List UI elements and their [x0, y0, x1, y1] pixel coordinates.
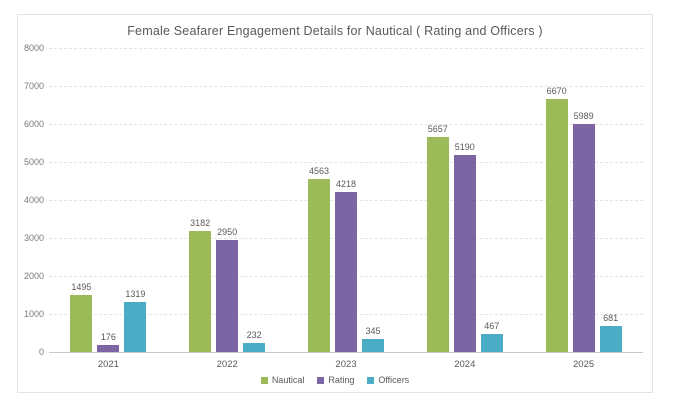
bar-column: 1319	[124, 48, 147, 352]
y-axis-tick-label: 3000	[23, 232, 44, 243]
bar-nautical-2024	[426, 137, 449, 352]
bar-value-label: 5657	[427, 124, 448, 135]
bar-rating-2024	[453, 154, 476, 352]
legend-label: Rating	[328, 375, 355, 385]
bar-rating-2023	[334, 191, 357, 352]
bar-column: 5989	[572, 48, 595, 352]
legend-swatch-icon	[367, 376, 375, 384]
bar-group-2023: 4563 4218 345	[287, 48, 406, 352]
bar-groups-container: 1495 176 1319 3182 2950 232 4563 4218 345 5657 519…	[49, 48, 643, 352]
bar-value-label: 4563	[308, 165, 329, 176]
legend-label: Nautical	[271, 375, 305, 385]
bar-nautical-2023	[307, 178, 330, 352]
bar-value-label: 5989	[573, 111, 594, 122]
bar-column: 232	[243, 48, 266, 352]
bar-column: 681	[599, 48, 622, 352]
bar-value-label: 6670	[546, 85, 567, 96]
gridline	[49, 124, 643, 125]
bar-group-2022: 3182 2950 232	[168, 48, 287, 352]
plot-area: 1495 176 1319 3182 2950 232 4563 4218 345 5657 519…	[49, 48, 643, 353]
bar-officers-2024	[480, 334, 503, 352]
y-axis-tick-label: 1000	[23, 308, 44, 319]
bar-column: 1495	[70, 48, 93, 352]
legend-item-nautical: Nautical	[260, 375, 305, 385]
bar-officers-2025	[599, 326, 622, 352]
bar-value-label: 176	[100, 332, 116, 343]
gridline	[49, 352, 643, 353]
bar-column: 467	[480, 48, 503, 352]
bar-value-label: 345	[365, 325, 381, 336]
bar-value-label: 681	[603, 313, 619, 324]
bar-column: 2950	[216, 48, 239, 352]
bar-nautical-2021	[70, 295, 93, 352]
bar-value-label: 1319	[125, 288, 146, 299]
bar-group-2025: 6670 5989 681	[524, 48, 643, 352]
bar-rating-2025	[572, 124, 595, 352]
gridline	[49, 48, 643, 49]
bar-column: 5657	[426, 48, 449, 352]
gridline	[49, 86, 643, 87]
x-axis-category-label: 2024	[454, 359, 476, 370]
y-axis-tick-label: 8000	[23, 42, 44, 53]
legend-swatch-icon	[260, 376, 268, 384]
bar-rating-2021	[97, 345, 120, 352]
y-axis-tick-label: 7000	[23, 80, 44, 91]
bar-group-2021: 1495 176 1319	[49, 48, 168, 352]
bar-value-label: 3182	[190, 218, 211, 229]
y-axis-tick-label: 2000	[23, 270, 44, 281]
bar-column: 6670	[545, 48, 568, 352]
bar-value-label: 4218	[335, 178, 356, 189]
bar-officers-2022	[243, 343, 266, 352]
chart-title: Female Seafarer Engagement Details for N…	[127, 24, 543, 38]
x-axis: 2021 2022 2023 2024 2025	[49, 359, 643, 370]
gridline	[49, 162, 643, 163]
bar-nautical-2022	[189, 231, 212, 352]
x-axis-category-label: 2023	[335, 359, 357, 370]
bar-officers-2021	[124, 301, 147, 352]
bar-value-label: 232	[246, 330, 262, 341]
legend-label: Officers	[378, 375, 410, 385]
x-axis-category-label: 2022	[216, 359, 238, 370]
y-axis-tick-label: 4000	[23, 194, 44, 205]
x-axis-category-label: 2021	[97, 359, 119, 370]
bar-group-2024: 5657 5190 467	[405, 48, 524, 352]
bar-nautical-2025	[545, 98, 568, 352]
x-axis-category-label: 2025	[573, 359, 595, 370]
bar-column: 176	[97, 48, 120, 352]
y-axis-tick-label: 6000	[23, 118, 44, 129]
bar-column: 4218	[334, 48, 357, 352]
bar-column: 5190	[453, 48, 476, 352]
y-axis-tick-label: 0	[38, 346, 44, 357]
legend-swatch-icon	[317, 376, 325, 384]
bar-column: 4563	[307, 48, 330, 352]
bar-value-label: 2950	[217, 226, 238, 237]
bar-value-label: 467	[484, 321, 500, 332]
legend-item-officers: Officers	[367, 375, 409, 385]
bar-column: 345	[361, 48, 384, 352]
legend-item-rating: Rating	[317, 375, 354, 385]
bar-officers-2023	[361, 338, 384, 352]
legend: Nautical Rating Officers	[18, 375, 652, 385]
chart-frame: Female Seafarer Engagement Details for N…	[17, 14, 653, 393]
bar-value-label: 5190	[454, 141, 475, 152]
bar-rating-2022	[216, 239, 239, 352]
bar-column: 3182	[189, 48, 212, 352]
bar-value-label: 1495	[71, 282, 92, 293]
y-axis-tick-label: 5000	[23, 156, 44, 167]
